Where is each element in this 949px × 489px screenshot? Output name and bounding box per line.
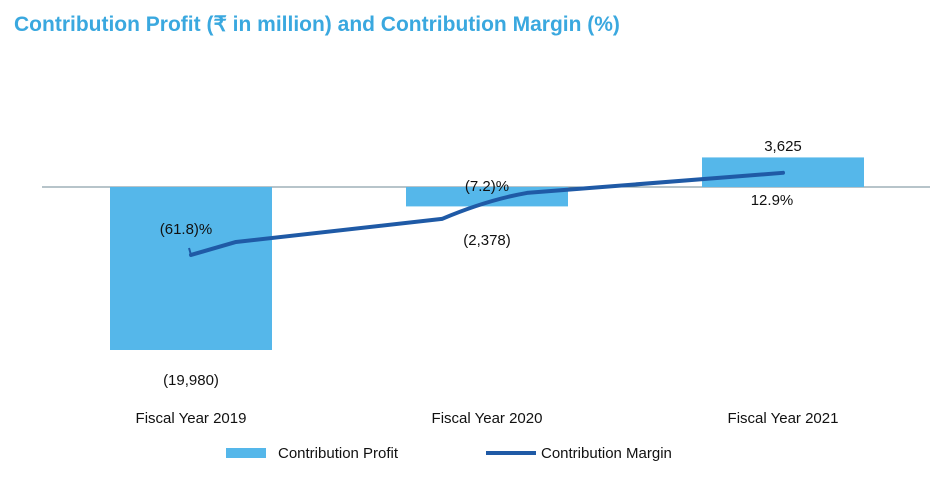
x-tick-label: Fiscal Year 2019 <box>136 410 247 427</box>
bar-data-label: 3,625 <box>764 138 802 155</box>
bar-contribution-profit <box>110 187 272 350</box>
x-tick-label: Fiscal Year 2020 <box>432 410 543 427</box>
chart-title: Contribution Profit (₹ in million) and C… <box>14 13 620 36</box>
margin-data-label: 12.9% <box>751 192 794 209</box>
line-marker <box>188 247 192 256</box>
legend-label-contribution-profit: Contribution Profit <box>278 445 399 462</box>
legend-swatch-contribution-profit <box>226 448 266 458</box>
legend-label-contribution-margin: Contribution Margin <box>541 445 672 462</box>
bar-data-label: (2,378) <box>463 232 511 249</box>
x-tick-label: Fiscal Year 2021 <box>728 410 839 427</box>
margin-data-label: (7.2)% <box>465 178 509 195</box>
margin-data-label: (61.8)% <box>160 221 213 238</box>
bar-data-label: (19,980) <box>163 372 219 389</box>
line-contribution-margin <box>189 170 785 257</box>
